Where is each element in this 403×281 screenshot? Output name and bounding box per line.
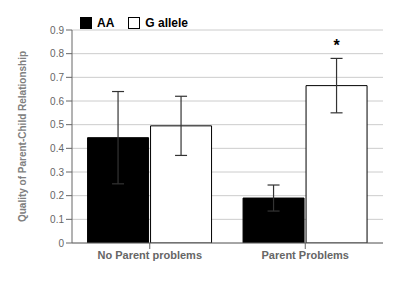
svg-text:0.3: 0.3: [50, 167, 64, 178]
svg-text:0.8: 0.8: [50, 48, 64, 59]
svg-text:Parent Problems: Parent Problems: [262, 249, 349, 261]
svg-text:0.5: 0.5: [50, 119, 64, 130]
svg-text:Quality of Parent-Child Relati: Quality of Parent-Child Relationship: [17, 51, 28, 222]
html-text:AA: AA: [97, 16, 115, 30]
svg-text:0.9: 0.9: [50, 25, 64, 36]
svg-text:0.4: 0.4: [50, 143, 64, 154]
svg-text:*: *: [333, 37, 340, 54]
svg-text:0.7: 0.7: [50, 72, 64, 83]
svg-text:0.1: 0.1: [50, 214, 64, 225]
html-text:G allele: G allele: [145, 16, 188, 30]
svg-text:0.2: 0.2: [50, 190, 64, 201]
svg-text:0: 0: [58, 238, 64, 249]
svg-text:0.6: 0.6: [50, 96, 64, 107]
svg-text:No Parent problems: No Parent problems: [97, 249, 202, 261]
